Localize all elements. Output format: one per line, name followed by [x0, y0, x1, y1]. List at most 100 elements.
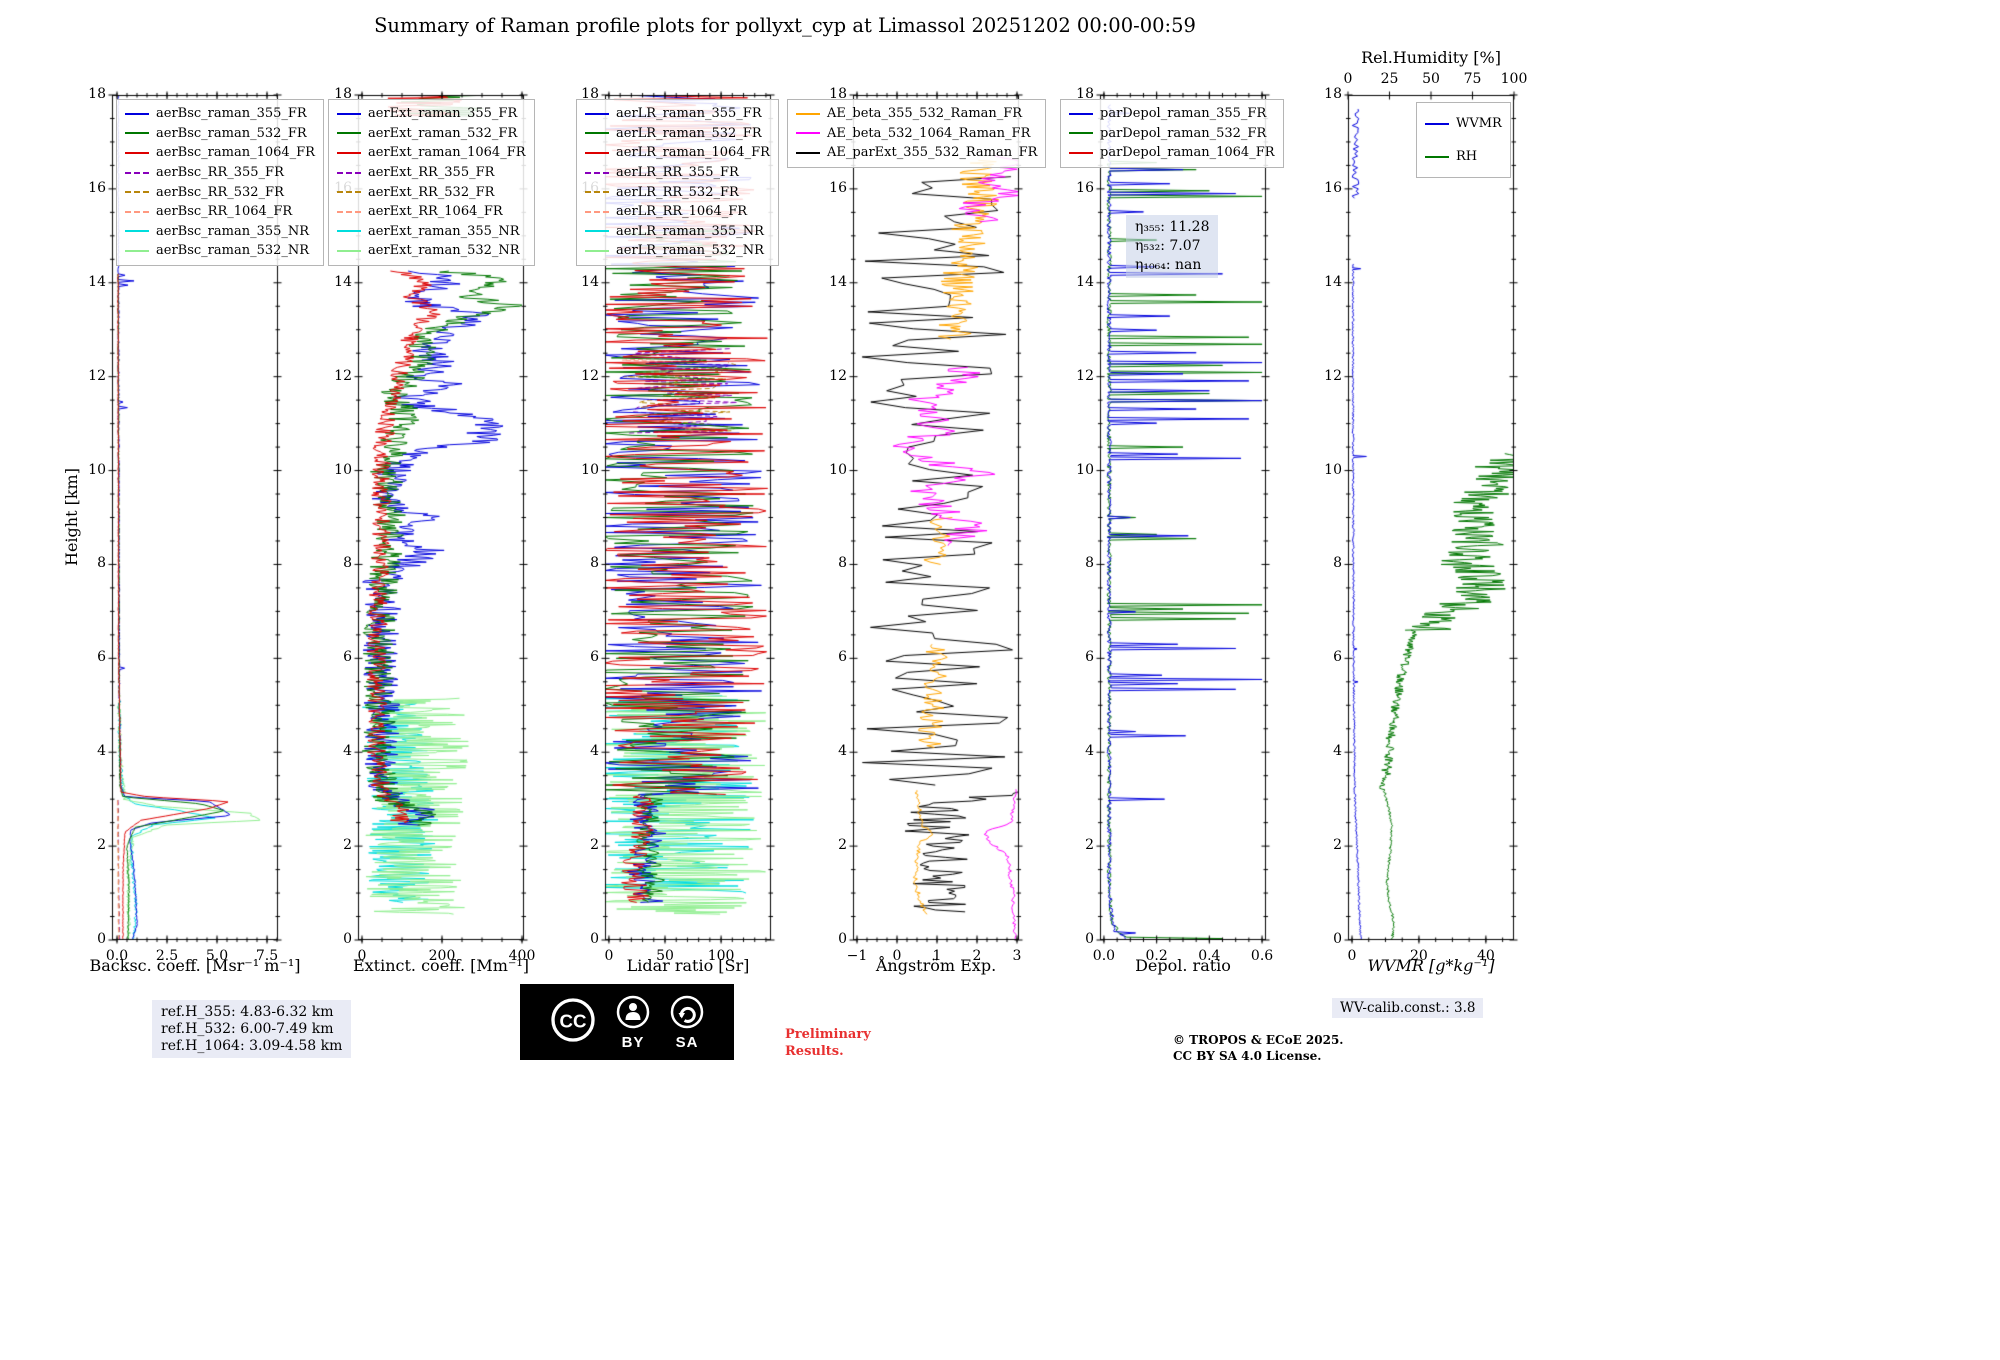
- legend-label: parDepol_raman_532_FR: [1100, 125, 1267, 141]
- line-sample: [585, 249, 609, 252]
- line-sample: [125, 151, 149, 154]
- ref-h-1064: ref.H_1064: 3.09-4.58 km: [161, 1037, 343, 1054]
- legend-label: AE_beta_532_1064_Raman_FR: [827, 125, 1031, 141]
- legend-entry: aerBsc_raman_355_NR: [125, 222, 315, 242]
- x-tick-label: 20: [1410, 948, 1428, 964]
- y-tick-label: 8: [314, 555, 352, 571]
- x-axis-label: Extinct. coeff. [Mm⁻¹]: [352, 956, 530, 975]
- y-tick-label: 16: [1076, 179, 1094, 196]
- legend-entry: aerLR_raman_532_NR: [585, 241, 770, 261]
- y-tick-label: 4: [1304, 743, 1342, 759]
- legend-label: aerLR_raman_355_NR: [616, 223, 764, 239]
- line-sample: [585, 151, 609, 154]
- legend-entry: parDepol_raman_355_FR: [1069, 104, 1275, 124]
- y-tick-label: 16: [829, 179, 847, 196]
- line-sample: [337, 249, 361, 252]
- legend-label: aerExt_RR_355_FR: [368, 165, 495, 181]
- legend-entry: aerLR_raman_355_NR: [585, 222, 770, 242]
- eta-532: η₅₃₂: 7.07: [1135, 237, 1201, 254]
- legend: AE_beta_355_532_Raman_FR AE_beta_532_1064…: [787, 99, 1047, 168]
- rh-tick-label: 25: [1380, 71, 1399, 87]
- x-tick-label: 400: [508, 948, 536, 964]
- legend-label: aerBsc_raman_1064_FR: [156, 145, 315, 161]
- y-tick-label: 12: [88, 367, 106, 384]
- legend-entry: aerBsc_raman_532_NR: [125, 241, 315, 261]
- y-tick-label: 10: [88, 461, 106, 478]
- eta-1064: η₁₀₆₄: nan: [1135, 256, 1202, 273]
- line-sample: [796, 132, 820, 135]
- panel-canvas-wvmr: [1338, 85, 1524, 950]
- ref-h-355: ref.H_355: 4.83-6.32 km: [161, 1004, 334, 1020]
- y-tick-label: 12: [581, 367, 599, 384]
- legend-entry: parDepol_raman_532_FR: [1069, 124, 1275, 144]
- legend-label: aerBsc_raman_532_FR: [156, 125, 307, 141]
- legend-entry: aerExt_RR_355_FR: [337, 163, 526, 183]
- legend-entry: aerLR_RR_355_FR: [585, 163, 770, 183]
- legend-entry: aerBsc_RR_355_FR: [125, 163, 315, 183]
- line-sample: [1069, 112, 1093, 115]
- dashed-line-sample: [585, 191, 609, 194]
- y-tick-label: 10: [829, 461, 847, 478]
- legend-entry: aerExt_raman_532_FR: [337, 124, 526, 144]
- y-tick-label: 2: [1304, 837, 1342, 853]
- y-tick-label: 14: [1324, 273, 1342, 290]
- svg-text:CC: CC: [560, 1010, 587, 1031]
- legend-label: AE_parExt_355_532_Raman_FR: [827, 145, 1038, 161]
- y-tick-label: 12: [829, 367, 847, 384]
- y-tick-label: 0: [1304, 931, 1342, 947]
- y-tick-label: 0: [809, 931, 847, 947]
- legend-label: aerBsc_RR_1064_FR: [156, 204, 293, 220]
- legend: aerExt_raman_355_FR aerExt_raman_532_FR ae…: [328, 99, 535, 266]
- legend-entry: aerBsc_raman_532_FR: [125, 124, 315, 144]
- legend-label: parDepol_raman_355_FR: [1100, 106, 1267, 122]
- legend-label: RH: [1456, 149, 1478, 164]
- y-tick-label: 2: [561, 837, 599, 853]
- y-tick-label: 6: [561, 649, 599, 665]
- legend-entry: aerBsc_raman_355_FR: [125, 104, 315, 124]
- y-axis-label: Height [km]: [62, 468, 81, 566]
- y-tick-label: 16: [1324, 179, 1342, 196]
- line-sample: [125, 249, 149, 252]
- legend-label: aerLR_RR_532_FR: [616, 184, 739, 200]
- dashed-line-sample: [337, 171, 361, 174]
- legend-label: aerExt_raman_532_FR: [368, 125, 518, 141]
- x-tick-label: 200: [428, 948, 456, 964]
- y-tick-label: 8: [68, 555, 106, 571]
- legend-entry: aerLR_RR_532_FR: [585, 182, 770, 202]
- line-sample: [337, 112, 361, 115]
- eta-355: η₃₅₅: 11.28: [1135, 219, 1210, 235]
- legend: aerLR_raman_355_FR aerLR_raman_532_FR aerL…: [576, 99, 779, 266]
- y-tick-label: 12: [1324, 367, 1342, 384]
- legend-label: aerBsc_raman_355_FR: [156, 106, 307, 122]
- line-sample: [1069, 151, 1093, 154]
- legend-label: aerBsc_raman_532_NR: [156, 243, 310, 259]
- line-sample: [796, 151, 820, 154]
- dashed-line-sample: [337, 191, 361, 194]
- y-tick-label: 6: [809, 649, 847, 665]
- x-axis-label: Depol. ratio: [1135, 956, 1231, 975]
- line-sample: [337, 230, 361, 233]
- legend-label: aerLR_RR_1064_FR: [616, 204, 748, 220]
- cc-by-label: BY: [621, 1034, 645, 1051]
- y-tick-label: 4: [561, 743, 599, 759]
- legend-entry: aerExt_raman_355_NR: [337, 222, 526, 242]
- legend-entry: aerBsc_RR_1064_FR: [125, 202, 315, 222]
- legend-entry: aerExt_raman_532_NR: [337, 241, 526, 261]
- legend-entry: aerLR_RR_1064_FR: [585, 202, 770, 222]
- y-tick-label: 2: [68, 837, 106, 853]
- legend-label: aerExt_raman_532_NR: [368, 243, 520, 259]
- dashed-line-sample: [585, 210, 609, 213]
- y-tick-label: 14: [829, 273, 847, 290]
- y-tick-label: 18: [1324, 86, 1342, 102]
- y-tick-label: 4: [809, 743, 847, 759]
- y-tick-label: 6: [1056, 649, 1094, 665]
- y-tick-label: 10: [581, 461, 599, 478]
- y-tick-label: 0: [561, 931, 599, 947]
- dashed-line-sample: [125, 171, 149, 174]
- line-sample: [1425, 155, 1449, 158]
- x-tick-label: 0.0: [105, 948, 129, 964]
- y-tick-label: 2: [314, 837, 352, 853]
- line-sample: [125, 230, 149, 233]
